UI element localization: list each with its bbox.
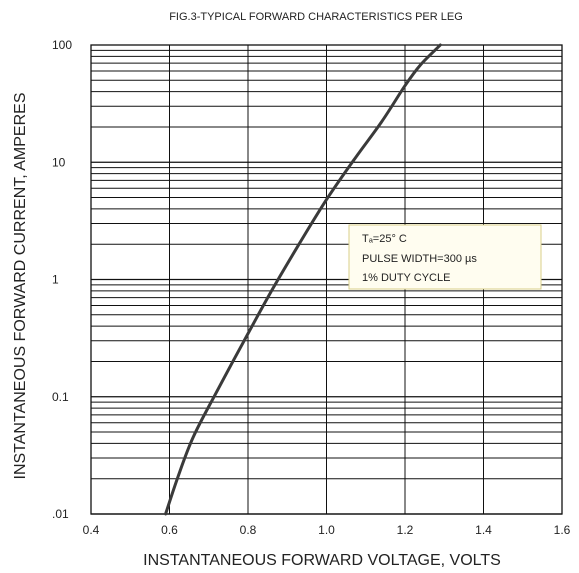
grid-lines <box>90 45 563 515</box>
y-tick-label: .01 <box>52 507 69 521</box>
annotation-line-duty-cycle: 1% DUTY CYCLE <box>362 272 450 284</box>
x-axis-label: INSTANTANEOUS FORWARD VOLTAGE, VOLTS <box>143 552 501 569</box>
y-tick-label: 100 <box>52 38 72 52</box>
x-tick-label: 1.0 <box>318 523 335 537</box>
x-tick-label: 0.8 <box>240 523 257 537</box>
chart-title: FIG.3-TYPICAL FORWARD CHARACTERISTICS PE… <box>169 11 463 23</box>
x-tick-label: 1.4 <box>475 523 492 537</box>
plot-area-frame <box>90 44 563 515</box>
y-axis-tick-labels: .01 0.1 1 10 100 <box>52 38 72 521</box>
x-tick-label: 1.6 <box>554 523 571 537</box>
x-tick-label: 0.6 <box>161 523 178 537</box>
test-conditions-annotation: Tₐ=25° C PULSE WIDTH=300 µs 1% DUTY CYCL… <box>348 224 542 290</box>
annotation-line-temperature: Tₐ=25° C <box>362 233 407 245</box>
y-axis-label: INSTANTANEOUS FORWARD CURRENT, AMPERES <box>12 93 29 480</box>
annotation-line-pulse-width: PULSE WIDTH=300 µs <box>362 253 477 265</box>
x-tick-label: 1.2 <box>397 523 414 537</box>
y-tick-label: 1 <box>52 273 59 287</box>
x-axis-tick-labels: 0.4 0.6 0.8 1.0 1.2 1.4 1.6 <box>83 523 571 537</box>
x-tick-label: 0.4 <box>83 523 100 537</box>
y-tick-label: 10 <box>52 155 66 169</box>
forward-characteristic-curve <box>164 43 442 516</box>
annotation-box <box>348 224 542 290</box>
y-tick-label: 0.1 <box>52 390 69 404</box>
